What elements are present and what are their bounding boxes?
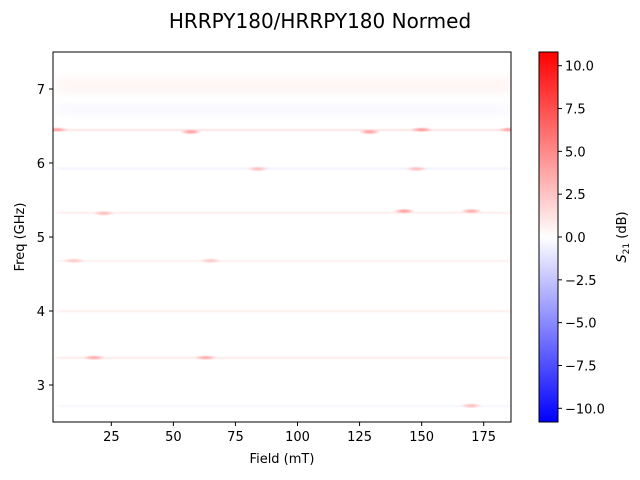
colorbar-tick-label: 7.5 xyxy=(565,103,586,118)
heatmap-hotspot xyxy=(414,127,429,132)
heatmap-band xyxy=(56,404,511,407)
x-tick-label: 150 xyxy=(409,430,434,445)
heatmap-hotspot xyxy=(397,209,412,213)
y-tick-label: 3 xyxy=(37,379,45,394)
colorbar-tick-label: −2.5 xyxy=(565,274,597,289)
heatmap-band xyxy=(56,128,511,131)
x-tick-label: 175 xyxy=(471,430,496,445)
colorbar-axis: −10.0 −7.5 −5.0 −2.5 0.0 2.5 5.0 7.5 10.0 xyxy=(558,60,605,417)
x-tick-label: 25 xyxy=(103,430,120,445)
y-tick-label: 4 xyxy=(37,305,45,320)
heatmap-hotspot xyxy=(67,258,82,263)
colorbar-tick-label: −10.0 xyxy=(565,402,605,417)
heatmap-band xyxy=(56,259,511,262)
heatmap-band xyxy=(56,105,511,115)
heatmap-hotspot xyxy=(464,403,479,408)
heatmap-band xyxy=(56,77,511,94)
colorbar-tick-label: 5.0 xyxy=(565,145,586,160)
y-tick-label: 7 xyxy=(37,83,45,98)
heatmap-hotspot xyxy=(183,130,198,134)
heatmap-hotspot xyxy=(96,211,111,216)
colorbar-label-sub: 21 xyxy=(622,243,632,254)
x-tick-label: 100 xyxy=(285,430,310,445)
colorbar-label-main: S xyxy=(615,254,630,262)
heatmap-band xyxy=(56,211,511,214)
colorbar-label-unit: (dB) xyxy=(615,211,630,242)
x-axis: 25 50 75 100 125 150 175 xyxy=(103,422,496,445)
y-tick-label: 5 xyxy=(37,231,45,246)
chart-title: HRRPY180/HRRPY180 Normed xyxy=(169,9,471,33)
heatmap-hotspot xyxy=(53,127,64,132)
heatmap-layer xyxy=(53,77,511,408)
heatmap-band xyxy=(56,356,511,359)
heatmap-hotspot xyxy=(203,258,218,263)
heatmap-hotspot xyxy=(250,167,265,171)
colorbar-tick-label: 2.5 xyxy=(565,188,586,203)
x-tick-label: 50 xyxy=(165,430,182,445)
colorbar-tick-label: −5.0 xyxy=(565,317,597,332)
y-tick-label: 6 xyxy=(37,157,45,172)
y-axis-label: Freq (GHz) xyxy=(13,203,28,272)
heatmap-hotspot xyxy=(464,209,479,213)
x-tick-label: 125 xyxy=(347,430,372,445)
colorbar-tick-label: 0.0 xyxy=(565,231,586,246)
colorbar-label: S21 (dB) xyxy=(615,211,632,262)
colorbar xyxy=(538,51,559,423)
heatmap-hotspot xyxy=(198,355,213,360)
y-axis: 3 4 5 6 7 xyxy=(37,83,53,394)
heatmap-hotspot xyxy=(362,130,377,134)
x-axis-label: Field (mT) xyxy=(250,452,315,467)
heatmap-hotspot xyxy=(86,355,101,360)
heatmap-band xyxy=(56,167,511,170)
x-tick-label: 75 xyxy=(227,430,244,445)
colorbar-tick-label: −7.5 xyxy=(565,359,597,374)
colorbar-tick-label: 10.0 xyxy=(565,60,594,75)
heatmap-hotspot xyxy=(409,167,424,171)
heatmap-hotspot xyxy=(501,127,511,132)
heatmap-band xyxy=(56,310,511,313)
